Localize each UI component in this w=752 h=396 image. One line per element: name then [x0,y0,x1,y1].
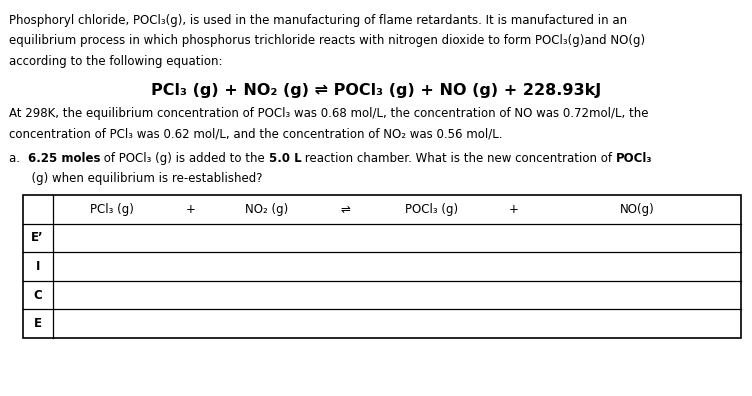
Text: reaction chamber. What is the new concentration of: reaction chamber. What is the new concen… [301,152,616,165]
Text: ⇌: ⇌ [341,203,350,216]
Bar [23,195,741,338]
Text: 5.0 L: 5.0 L [268,152,301,165]
Text: +: + [186,203,196,216]
Text: E: E [34,317,41,330]
Text: equilibrium process in which phosphorus trichloride reacts with nitrogen dioxide: equilibrium process in which phosphorus … [9,34,645,48]
Text: C: C [33,289,42,301]
Text: concentration of PCl₃ was 0.62 mol/L, and the concentration of NO₂ was 0.56 mol/: concentration of PCl₃ was 0.62 mol/L, an… [9,128,502,141]
Text: +: + [509,203,519,216]
Text: PCl₃ (g): PCl₃ (g) [90,203,134,216]
Text: Phosphoryl chloride, POCl₃(g), is used in the manufacturing of flame retardants.: Phosphoryl chloride, POCl₃(g), is used i… [9,14,627,27]
Text: (g) when equilibrium is re-established?: (g) when equilibrium is re-established? [9,172,262,185]
Text: a.: a. [9,152,28,165]
Text: I: I [35,260,40,273]
Text: according to the following equation:: according to the following equation: [9,55,223,68]
Text: of POCl₃ (g) is added to the: of POCl₃ (g) is added to the [100,152,268,165]
Text: NO₂ (g): NO₂ (g) [244,203,288,216]
Text: 6.25 moles: 6.25 moles [28,152,100,165]
Text: E’: E’ [32,232,44,244]
Text: POCl₃ (g): POCl₃ (g) [405,203,458,216]
Text: At 298K, the equilibrium concentration of POCl₃ was 0.68 mol/L, the concentratio: At 298K, the equilibrium concentration o… [9,107,648,120]
Text: POCl₃: POCl₃ [616,152,653,165]
Text: PCl₃ (g) + NO₂ (g) ⇌ POCl₃ (g) + NO (g) + 228.93kJ: PCl₃ (g) + NO₂ (g) ⇌ POCl₃ (g) + NO (g) … [151,83,601,98]
Text: NO(g): NO(g) [620,203,655,216]
